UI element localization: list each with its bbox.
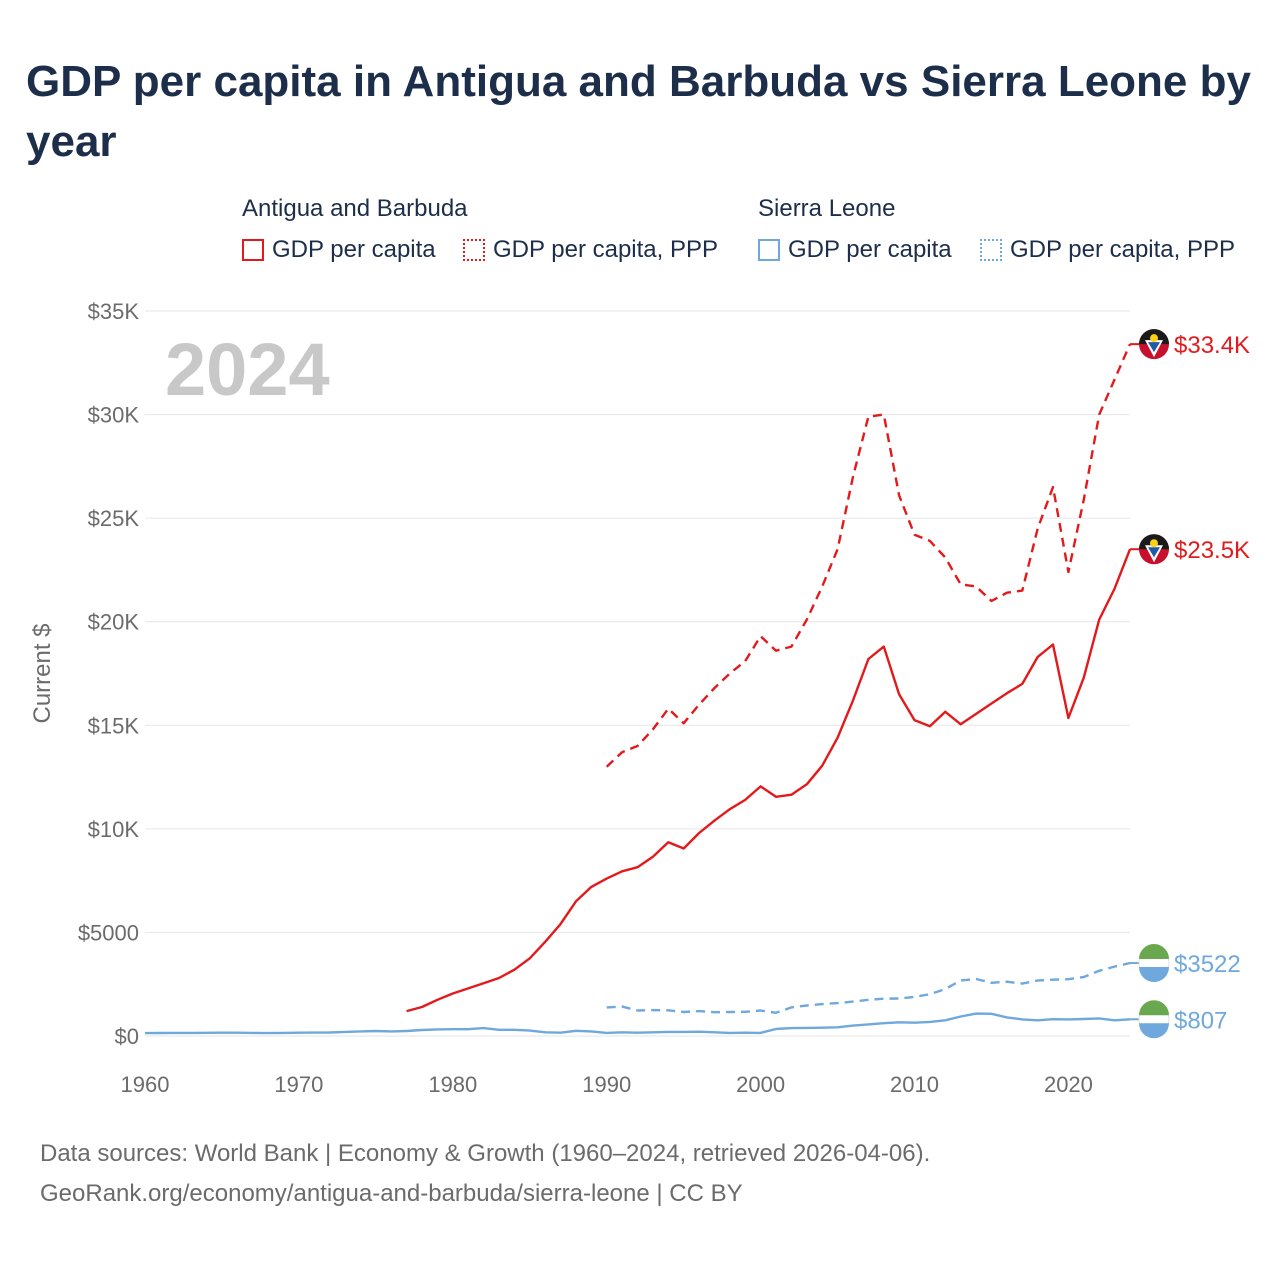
x-tick-label: 2020 (1044, 1072, 1093, 1097)
sierra-gdp-line (144, 1012, 1131, 1035)
x-tick-label: 1990 (582, 1072, 631, 1097)
legend-group-sierra: Sierra Leone (758, 195, 896, 222)
y-tick-label: $5000 (78, 920, 139, 945)
antigua-flag-icon (1139, 329, 1169, 360)
end-value-label: $807 (1174, 1007, 1227, 1034)
legend-antigua-ppp[interactable]: GDP per capita, PPP (463, 236, 718, 264)
x-tick-label: 1980 (428, 1072, 477, 1097)
flag-sun (1150, 334, 1158, 343)
footer-url[interactable]: GeoRank.org/economy/antigua-and-barbuda/… (40, 1180, 743, 1207)
x-tick-label: 1970 (274, 1072, 323, 1097)
chart-plot: $0 $5000 $10K $15K $20K $25K $30K $35K 1960 1970 1… (29, 299, 1250, 1097)
flag-sun (1150, 539, 1158, 548)
end-value-label: $3522 (1174, 951, 1241, 978)
sierra-ppp-line (606, 961, 1131, 1014)
y-tick-label: $30K (88, 403, 140, 428)
legend-label: GDP per capita, PPP (493, 236, 718, 263)
footer-sources: Data sources: World Bank | Economy & Gro… (40, 1140, 931, 1167)
y-tick-label: $10K (88, 817, 140, 842)
legend-swatch-dotted-blue (980, 239, 1002, 261)
legend-label: GDP per capita (272, 236, 436, 263)
legend-swatch-solid-red (242, 239, 264, 261)
sierra-leone-flag-icon (1138, 1000, 1170, 1039)
y-tick-label: $0 (115, 1024, 139, 1049)
legend-antigua-gdp[interactable]: GDP per capita (242, 236, 436, 264)
year-label: 2024 (165, 328, 330, 411)
flag-blue (1139, 967, 1169, 983)
legend-label: GDP per capita (788, 236, 952, 263)
chart-title: GDP per capita in Antigua and Barbuda vs… (26, 57, 1251, 166)
y-tick-label: $25K (88, 506, 140, 531)
x-tick-label: 2000 (736, 1072, 785, 1097)
antigua-ppp-line (605, 343, 1132, 768)
flag-blue (1148, 342, 1160, 353)
antigua-flag-icon (1139, 534, 1169, 565)
y-tick-label: $15K (88, 713, 140, 738)
legend-group-antigua: Antigua and Barbuda (242, 195, 468, 222)
flag-green (1139, 1000, 1169, 1016)
legend-sierra-gdp[interactable]: GDP per capita (758, 236, 952, 264)
flag-green (1139, 944, 1169, 960)
antigua-gdp-line (406, 548, 1132, 1013)
end-value-label: $33.4K (1174, 332, 1250, 359)
flag-blue (1139, 1023, 1169, 1039)
x-tick-label: 2010 (890, 1072, 939, 1097)
y-tick-label: $35K (88, 299, 140, 324)
legend-swatch-solid-blue (758, 239, 780, 261)
flag-blue (1148, 547, 1160, 558)
x-tick-label: 1960 (121, 1072, 170, 1097)
sierra-leone-flag-icon (1138, 944, 1170, 983)
legend-sierra-ppp[interactable]: GDP per capita, PPP (980, 236, 1235, 264)
legend-swatch-dotted-red (463, 239, 485, 261)
legend-label: GDP per capita, PPP (1010, 236, 1235, 263)
y-tick-label: $20K (88, 610, 140, 635)
y-axis-label: Current $ (29, 623, 56, 723)
end-value-label: $23.5K (1174, 537, 1250, 564)
